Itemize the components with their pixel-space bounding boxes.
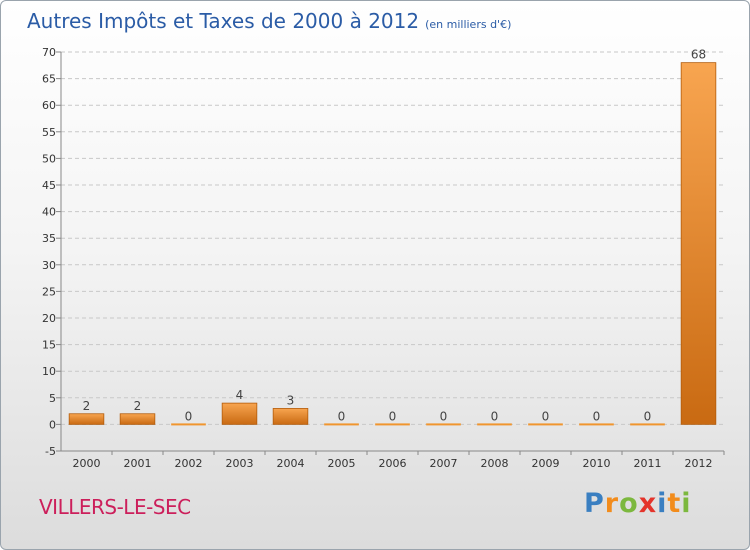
- data-label: 0: [440, 409, 448, 423]
- x-tick-label: 2002: [175, 457, 203, 470]
- chart-title-block: Autres Impôts et Taxes de 2000 à 2012 (en…: [27, 9, 511, 33]
- x-tick-label: 2003: [226, 457, 254, 470]
- bar: [272, 408, 309, 425]
- bar: [171, 423, 206, 426]
- x-tick-label: 2008: [481, 457, 509, 470]
- location-name: VILLERS-LE-SEC: [39, 495, 191, 519]
- bar: [375, 423, 410, 426]
- x-tick-label: 2001: [124, 457, 152, 470]
- logo-letter: P: [584, 488, 605, 519]
- data-label: 0: [185, 409, 193, 423]
- x-tick-label: 2010: [583, 457, 611, 470]
- y-tick-label: 40: [42, 206, 56, 219]
- axes: [56, 51, 725, 455]
- chart-title: Autres Impôts et Taxes de 2000 à 2012: [27, 9, 420, 33]
- bar: [68, 413, 105, 425]
- grid-lines: [61, 51, 724, 452]
- logo-letter: x: [638, 488, 658, 519]
- bar: [119, 413, 156, 425]
- bar: [630, 423, 665, 426]
- data-label: 0: [491, 409, 499, 423]
- y-tick-label: 50: [42, 152, 56, 165]
- data-label: 2: [134, 399, 142, 413]
- data-label: 0: [593, 409, 601, 423]
- bar: [579, 423, 614, 426]
- x-tick-label: 2011: [634, 457, 662, 470]
- bar: [324, 423, 359, 426]
- y-tick-label: 65: [42, 73, 56, 86]
- y-tick-label: 55: [42, 126, 56, 139]
- y-tick-label: -5: [45, 445, 56, 458]
- logo-letter: o: [619, 488, 639, 519]
- chart-subtitle: (en milliers d'€): [425, 18, 512, 31]
- data-label: 68: [691, 48, 706, 62]
- y-tick-label: 5: [49, 392, 56, 405]
- bar: [477, 423, 512, 426]
- bars: [68, 62, 717, 426]
- y-tick-label: 20: [42, 312, 56, 325]
- y-tick-label: 45: [42, 179, 56, 192]
- y-tick-label: 35: [42, 232, 56, 245]
- bar: [680, 62, 717, 425]
- x-tick-label: 2007: [430, 457, 458, 470]
- bar: [221, 402, 258, 425]
- y-tick-label: 10: [42, 365, 56, 378]
- y-tick-label: 25: [42, 285, 56, 298]
- proxiti-logo: Proxiti: [584, 488, 692, 519]
- data-label: 0: [338, 409, 346, 423]
- x-tick-label: 2009: [532, 457, 560, 470]
- x-tick-label: 2004: [277, 457, 305, 470]
- data-label: 3: [287, 393, 295, 407]
- data-labels: 2 2 0 4 3 0 0 0 0 0 0 0 68: [83, 48, 706, 424]
- bar: [426, 423, 461, 426]
- data-label: 0: [389, 409, 397, 423]
- y-tick-label: 15: [42, 339, 56, 352]
- logo-letter: t: [667, 488, 682, 519]
- logo-letter: i: [681, 488, 692, 519]
- x-tick-label: 2012: [685, 457, 713, 470]
- x-tick-label: 2005: [328, 457, 356, 470]
- data-label: 0: [542, 409, 550, 423]
- y-tick-label: 60: [42, 99, 56, 112]
- data-label: 2: [83, 399, 91, 413]
- x-tick-label: 2006: [379, 457, 407, 470]
- x-tick-label: 2000: [73, 457, 101, 470]
- logo-letter: i: [657, 488, 668, 519]
- bar: [528, 423, 563, 426]
- y-tick-label: 70: [42, 46, 56, 59]
- data-label: 4: [236, 388, 244, 402]
- data-label: 0: [644, 409, 652, 423]
- y-tick-label: 30: [42, 259, 56, 272]
- y-tick-label: 0: [49, 418, 56, 431]
- logo-letter: r: [604, 488, 620, 519]
